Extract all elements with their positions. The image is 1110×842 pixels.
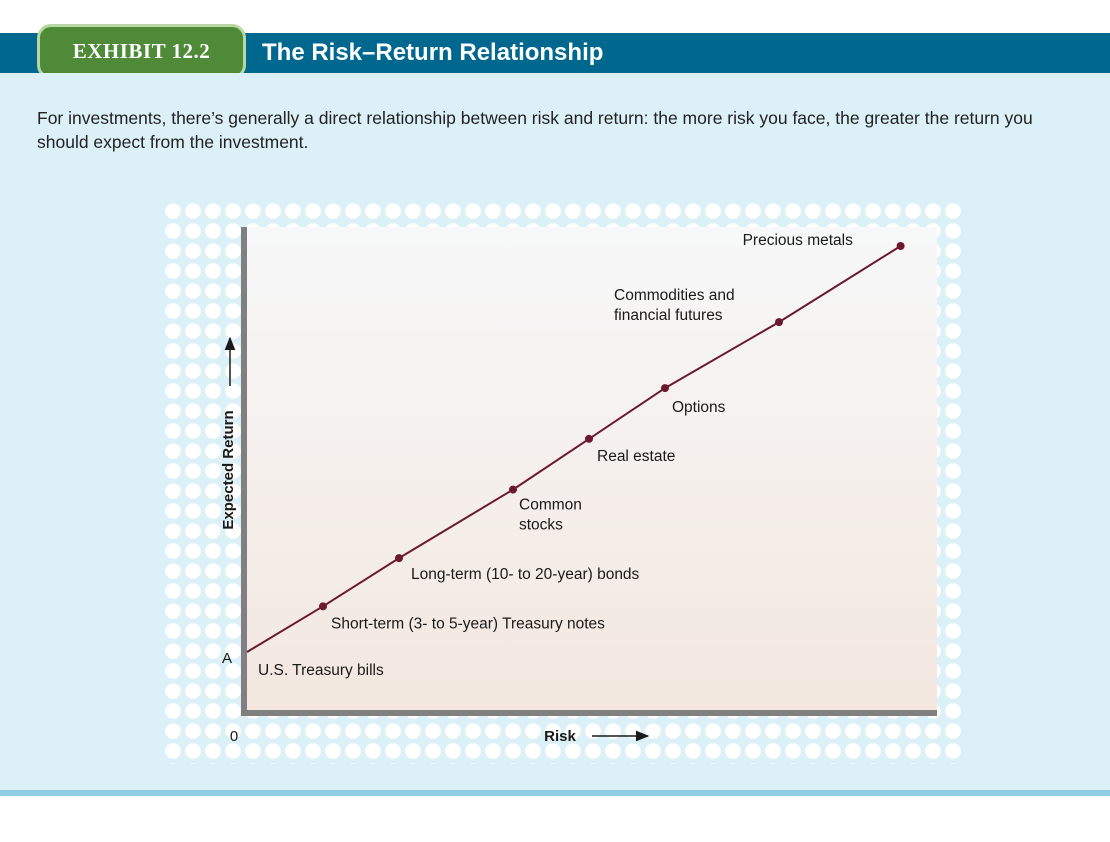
data-point [395,554,403,563]
data-point [896,242,905,250]
point-label: Precious metals [743,232,854,249]
data-point [319,602,327,611]
panel-bottom-rule [0,790,1110,796]
point-label: Commodities and financial futures [614,287,735,324]
data-point [509,485,517,494]
x-tick-label-0: 0 [230,728,238,745]
data-point [661,384,669,393]
data-point [585,434,593,443]
exhibit-caption: For investments, there’s generally a dir… [37,108,1033,152]
exhibit-label: EXHIBIT 12.2 [37,24,246,79]
point-label: U.S. Treasury bills [258,662,384,679]
point-label: Short-term (3- to 5-year) Treasury notes [331,615,605,632]
point-label: Common stocks [519,497,582,534]
series-layer: U.S. Treasury bills Short-term (3- to 5-y… [246,232,905,679]
series-line [246,245,902,653]
point-label: Real estate [597,448,675,465]
point-label: Options [672,399,726,416]
y-axis-line [241,227,247,713]
x-axis-label: Risk [544,728,576,745]
data-point [775,318,783,327]
point-label: Long-term (10- to 20-year) bonds [411,566,640,583]
plot-area [241,227,937,713]
y-axis-label: Expected Return [220,410,237,529]
y-tick-label-a: A [222,650,232,667]
exhibit-title: The Risk–Return Relationship [262,39,604,66]
x-axis-line [241,710,937,716]
